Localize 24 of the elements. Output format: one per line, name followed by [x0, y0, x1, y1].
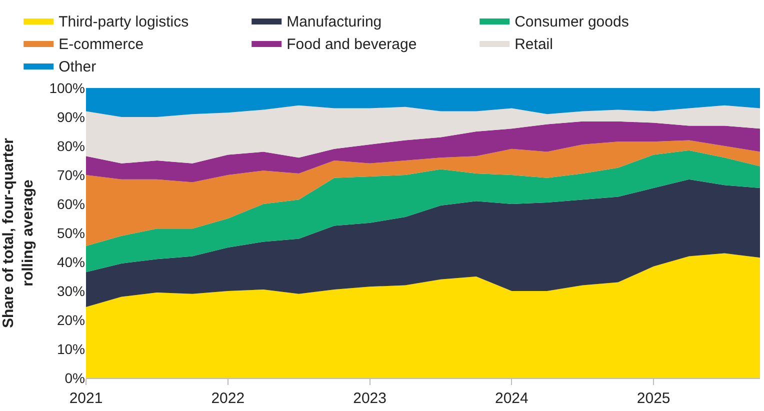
y-tick-label: 10%: [56, 340, 85, 357]
y-axis-title: Share of total, four-quarter rolling average: [0, 138, 36, 328]
y-tick-label: 20%: [56, 312, 85, 328]
x-tick-label: 2025: [636, 390, 670, 407]
y-tick-label: 50%: [56, 224, 85, 241]
y-tick-label: 60%: [56, 196, 85, 212]
legend-label: Food and beverage: [286, 36, 417, 53]
x-tick-label: 2022: [211, 390, 245, 407]
legend-label: E-commerce: [58, 36, 144, 53]
legend-label: Other: [58, 58, 96, 76]
y-tick-label: 0%: [64, 370, 85, 386]
legend-label: Consumer goods: [514, 13, 629, 30]
legend-label: Third-party logistics: [58, 13, 189, 30]
y-tick-label: 40%: [56, 254, 85, 270]
legend-label: Retail: [514, 36, 553, 53]
y-tick-label: 70%: [56, 166, 85, 183]
x-tick-label: 2023: [353, 390, 386, 407]
y-tick-label: 80%: [56, 138, 85, 154]
x-tick-label: 2021: [69, 390, 103, 407]
y-tick-label: 30%: [56, 282, 85, 299]
legend-label: Manufacturing: [286, 13, 382, 30]
y-tick-label: 100%: [49, 80, 85, 96]
y-tick-label: 90%: [56, 108, 85, 125]
x-tick-label: 2024: [494, 390, 528, 407]
